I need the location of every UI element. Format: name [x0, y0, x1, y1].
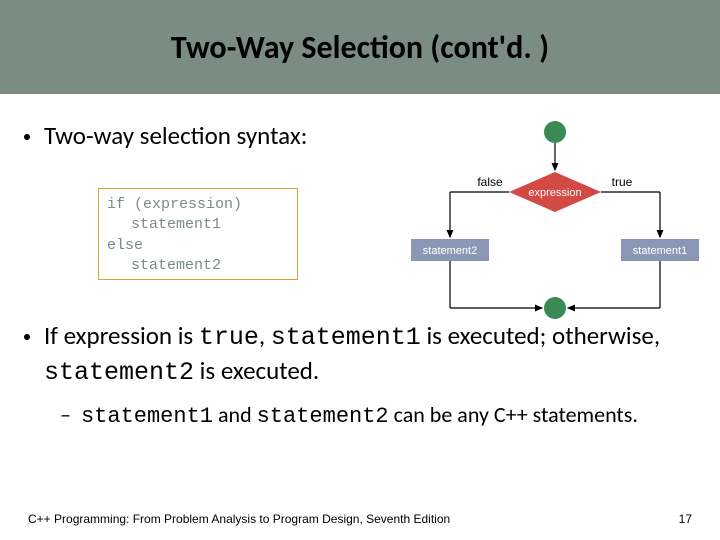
b2-code2: statement1	[271, 323, 421, 352]
syntax-line-1: if (expression)	[107, 195, 289, 215]
b2-mid1: ,	[259, 320, 271, 351]
sub-bullet-1-text: statement1 and statement2 can be any C++…	[81, 401, 638, 432]
flowchart-svg: expression false true statement2 stateme…	[400, 120, 710, 320]
sub-mid: and	[213, 401, 257, 428]
flowchart-true-label: true	[612, 175, 633, 189]
b2-code3: statement2	[44, 358, 194, 387]
syntax-line-2: statement1	[107, 215, 289, 235]
flowchart-expression-label: expression	[528, 187, 581, 199]
flowchart-stmt1-label: statement1	[633, 245, 687, 257]
b2-post: is executed.	[194, 355, 319, 386]
bullet-dot-icon	[24, 334, 30, 340]
sub-bullet-1: – statement1 and statement2 can be any C…	[60, 401, 696, 432]
bullet-2-text: If expression is true, statement1 is exe…	[44, 320, 696, 389]
header-band: Two-Way Selection (cont'd. )	[0, 0, 720, 94]
footer-page-number: 17	[679, 512, 692, 526]
b2-code1: true	[199, 323, 259, 352]
b2-mid2: is executed; otherwise,	[421, 320, 660, 351]
b2-pre: If expression is	[44, 320, 199, 351]
bullet-dot-icon	[24, 134, 30, 140]
flowchart-diagram: expression false true statement2 stateme…	[400, 120, 710, 320]
footer-left: C++ Programming: From Problem Analysis t…	[28, 512, 450, 526]
slide-title: Two-Way Selection (cont'd. )	[171, 28, 549, 67]
syntax-line-3: else	[107, 236, 289, 256]
footer: C++ Programming: From Problem Analysis t…	[28, 512, 692, 526]
flowchart-end-node	[544, 297, 566, 319]
flowchart-start-node	[544, 121, 566, 143]
sub-code1: statement1	[81, 404, 213, 429]
syntax-line-4: statement2	[107, 256, 289, 276]
sub-code2: statement2	[257, 404, 389, 429]
sub-post: can be any C++ statements.	[389, 401, 638, 428]
flowchart-stmt2-label: statement2	[423, 245, 477, 257]
bullet-1-text: Two-way selection syntax:	[44, 120, 307, 153]
slide-container: Two-Way Selection (cont'd. ) Two-way sel…	[0, 0, 720, 540]
dash-icon: –	[60, 401, 71, 430]
bullet-2-block: If expression is true, statement1 is exe…	[24, 320, 696, 432]
syntax-code-box: if (expression) statement1 else statemen…	[98, 188, 298, 280]
bullet-2: If expression is true, statement1 is exe…	[24, 320, 696, 389]
flowchart-false-label: false	[477, 175, 503, 189]
